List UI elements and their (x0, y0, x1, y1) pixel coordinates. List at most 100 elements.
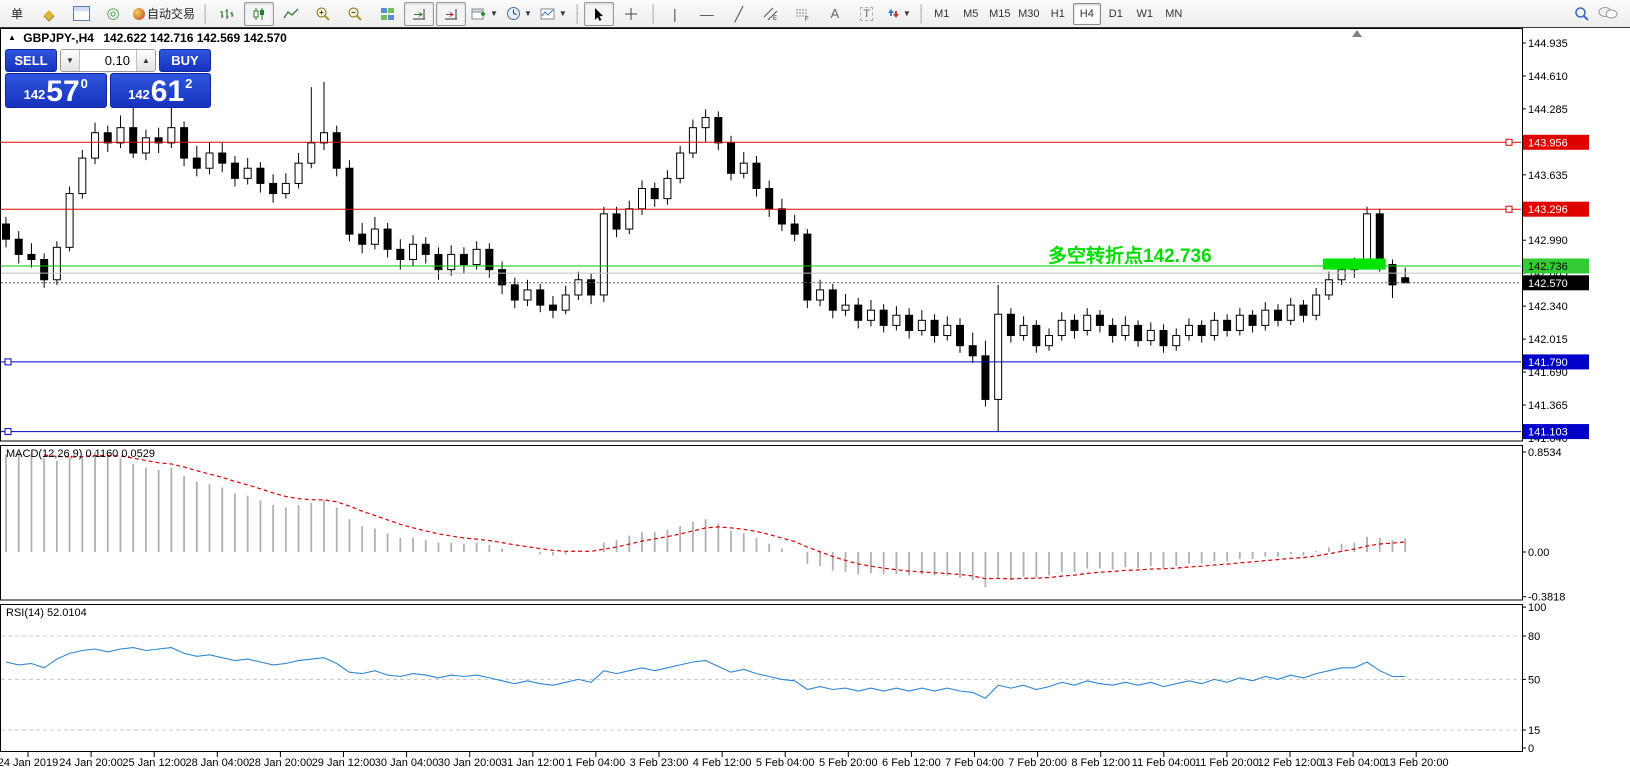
ohlc-values: 142.622 142.716 142.569 142.570 (103, 31, 287, 45)
volume-stepper: ▼ 0.10 ▲ (60, 49, 156, 72)
indicators-button[interactable]: ▼ (468, 2, 501, 26)
volume-input[interactable]: 0.10 (104, 53, 130, 68)
svg-text:28 Jan 04:00: 28 Jan 04:00 (185, 757, 249, 769)
svg-text:0.8534: 0.8534 (1528, 447, 1562, 459)
auto-trading-button[interactable]: 自动交易 (130, 2, 198, 26)
svg-text:25 Jan 12:00: 25 Jan 12:00 (122, 757, 186, 769)
svg-text:1 Feb 04:00: 1 Feb 04:00 (567, 757, 626, 769)
one-click-trading-panel: SELL ▼ 0.10 ▲ BUY 142 57 0 142 61 2 (5, 49, 211, 108)
sell-button[interactable]: SELL (5, 49, 57, 72)
templates-icon (540, 8, 555, 19)
horizontal-line-button[interactable]: — (692, 2, 722, 26)
buy-price-big: 61 (150, 75, 185, 108)
fibonacci-button[interactable]: F (788, 2, 818, 26)
buy-price[interactable]: 142 61 2 (109, 73, 211, 108)
svg-text:0: 0 (1528, 743, 1534, 755)
line-chart-button[interactable] (276, 2, 306, 26)
symbol-label: GBPJPY-,H4 (23, 31, 94, 45)
macd-indicator-label: MACD(12,26,9) 0.1160 0.0529 (6, 448, 155, 460)
tab-timeframe-M5[interactable]: M5 (963, 7, 979, 20)
zoom-out-button[interactable] (340, 2, 370, 26)
text-icon: A (830, 6, 840, 21)
sell-price[interactable]: 142 57 0 (5, 73, 107, 108)
auto-scroll-icon (413, 8, 426, 19)
svg-text:143.296: 143.296 (1528, 204, 1568, 216)
search-icon[interactable] (1574, 6, 1590, 22)
tab-timeframe-W1[interactable]: W1 (1136, 7, 1154, 20)
toolbar-separator (651, 3, 654, 24)
channel-button[interactable]: E (756, 2, 786, 26)
templates-button[interactable]: ▼ (537, 2, 570, 26)
tab-timeframe-MN[interactable]: MN (1165, 7, 1183, 20)
svg-text:0.00: 0.00 (1528, 547, 1549, 559)
svg-text:6 Feb 12:00: 6 Feb 12:00 (882, 757, 941, 769)
horizontal-line-icon: — (699, 5, 714, 22)
arrows-button[interactable]: ▼ (884, 2, 914, 26)
volume-decrease-button[interactable]: ▼ (61, 50, 80, 71)
svg-text:3 Feb 23:00: 3 Feb 23:00 (630, 757, 689, 769)
svg-text:29 Jan 12:00: 29 Jan 12:00 (312, 757, 376, 769)
svg-text:142.736: 142.736 (1528, 261, 1568, 273)
zoom-in-button[interactable] (308, 2, 338, 26)
svg-text:30 Jan 20:00: 30 Jan 20:00 (438, 757, 502, 769)
svg-text:13 Feb 04:00: 13 Feb 04:00 (1321, 757, 1386, 769)
svg-text:-0.3818: -0.3818 (1528, 592, 1565, 604)
line-chart-icon (283, 8, 299, 18)
sell-price-big: 57 (46, 75, 80, 108)
toolbar-separator (919, 3, 922, 24)
svg-text:12 Feb 12:00: 12 Feb 12:00 (1258, 757, 1323, 769)
text-label-icon: T (860, 6, 874, 21)
periods-icon (506, 7, 520, 20)
volume-increase-button[interactable]: ▲ (136, 50, 155, 71)
cursor-button[interactable] (583, 1, 614, 26)
svg-text:80: 80 (1528, 631, 1540, 643)
tab-timeframe-M1[interactable]: M1 (934, 7, 950, 20)
sell-price-pip: 0 (80, 76, 88, 91)
collapse-trade-panel-icon[interactable]: ▲ (8, 33, 16, 42)
new-order-button[interactable] (66, 2, 96, 26)
svg-text:100: 100 (1528, 602, 1546, 614)
indicators-icon (471, 8, 486, 19)
tab-timeframe-H1[interactable]: H1 (1050, 7, 1065, 20)
menu-left-label[interactable]: 单 (10, 7, 23, 21)
tab-timeframe-M30[interactable]: M30 (1018, 7, 1040, 20)
svg-text:8 Feb 12:00: 8 Feb 12:00 (1071, 757, 1130, 769)
buy-price-prefix: 142 (128, 87, 150, 102)
crosshair-button[interactable] (616, 2, 646, 26)
svg-text:28 Jan 20:00: 28 Jan 20:00 (249, 757, 313, 769)
buy-price-pip: 2 (185, 76, 193, 91)
trendline-button[interactable]: ╱ (724, 2, 754, 26)
chat-icon[interactable] (1598, 6, 1618, 21)
chevron-down-icon: ▼ (523, 9, 532, 18)
buy-button[interactable]: BUY (159, 49, 211, 72)
svg-text:24 Jan 20:00: 24 Jan 20:00 (59, 757, 123, 769)
tab-timeframe-D1[interactable]: D1 (1108, 7, 1123, 20)
bar-chart-button[interactable] (212, 2, 242, 26)
text-label-button[interactable]: T (852, 2, 882, 26)
toolbar-separator (204, 3, 207, 24)
sell-price-prefix: 142 (23, 87, 46, 102)
tab-timeframe-H4[interactable]: H4 (1072, 2, 1101, 25)
chart-shift-button[interactable] (436, 1, 467, 26)
tab-timeframe-M15[interactable]: M15 (989, 7, 1011, 20)
chevron-up-icon: ▲ (142, 56, 150, 65)
svg-text:11 Feb 20:00: 11 Feb 20:00 (1195, 757, 1259, 769)
candlestick-button[interactable] (244, 1, 275, 26)
periods-button[interactable]: ▼ (503, 2, 535, 26)
tag-button[interactable]: ◆ (34, 2, 64, 26)
chevron-down-icon: ▼ (66, 56, 74, 65)
vertical-line-button[interactable]: | (660, 2, 690, 26)
signal-button[interactable]: ◎ (98, 2, 128, 26)
cursor-icon (594, 7, 603, 21)
auto-scroll-button[interactable] (404, 1, 435, 26)
svg-text:4 Feb 12:00: 4 Feb 12:00 (693, 757, 752, 769)
tile-windows-icon (380, 7, 394, 20)
text-button[interactable]: A (820, 2, 850, 26)
chevron-down-icon: ▼ (490, 9, 498, 18)
channel-icon: E (763, 7, 778, 21)
new-order-icon (72, 6, 90, 21)
chart-title: ▲ GBPJPY-,H4 142.622 142.716 142.569 142… (8, 31, 287, 45)
svg-text:142.340: 142.340 (1528, 301, 1568, 313)
tile-windows-button[interactable] (372, 2, 402, 26)
